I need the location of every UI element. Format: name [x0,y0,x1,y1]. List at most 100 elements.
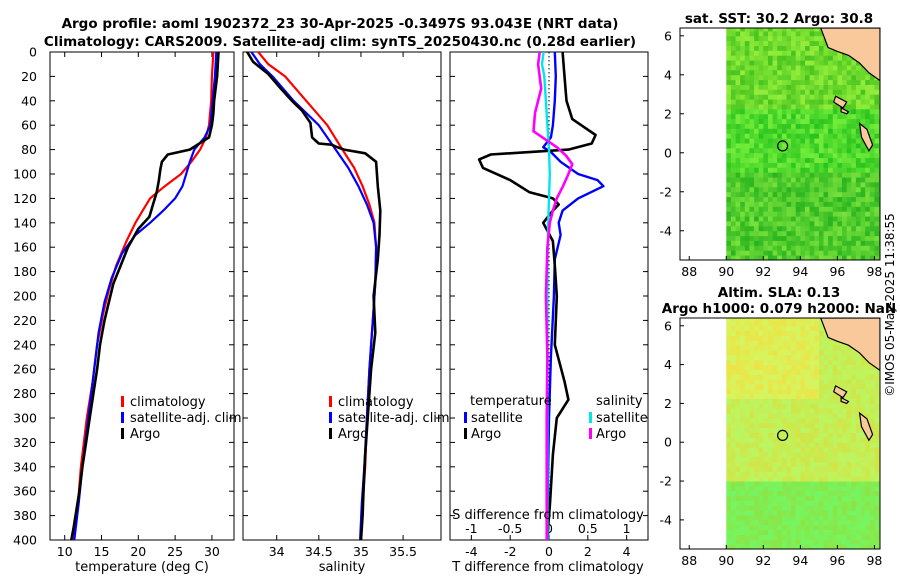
map-cell [814,79,820,85]
map-cell [837,340,843,346]
map-cell [828,398,834,404]
map-cell [832,177,838,183]
copyright-timestamp: ©IMOS 05-May-2025 11:38:55 [883,213,897,397]
map-cell [809,74,815,81]
map-cell [851,147,857,154]
map-cell [851,437,857,443]
map-cell [809,481,815,487]
map-cell [814,364,820,370]
map-cell [828,340,834,346]
map-cell [786,330,792,336]
map-cell [791,422,797,429]
map-cell [763,515,769,521]
map-cell [846,369,852,375]
map-cell [874,529,880,535]
map-cell [800,320,806,327]
map-cell [735,28,741,32]
map-cell [823,225,829,232]
map-cell [818,330,824,336]
map-cell [809,123,815,129]
map-cell [763,79,769,85]
map-cell [860,84,866,90]
map-cell [749,318,755,322]
map-cell [805,340,810,346]
map-cell [758,485,764,492]
map-cell [795,369,801,375]
map-cell [777,152,783,159]
map-cell [842,451,847,458]
map-cell [809,89,815,95]
map-cell [726,437,732,443]
map-cell [837,60,843,66]
map-cell [860,374,866,380]
map-cell [726,152,732,159]
map-cell [781,456,787,463]
map-cell [795,89,801,95]
map-cell [809,379,815,385]
map-cell [814,456,820,463]
map-cell [805,544,810,549]
map-cell [726,413,732,419]
map-cell [869,162,875,168]
map-cell [823,427,829,433]
map-cell [763,354,769,361]
map-cell [855,539,861,545]
map-cell [818,147,824,154]
map-cell [865,398,871,404]
map-cell [860,65,866,71]
map-cell [744,364,750,370]
map-cell [814,128,820,134]
map-cell [781,350,787,356]
map-cell [832,437,838,443]
map-cell [740,393,746,399]
map-cell [855,369,861,375]
map-cell [805,182,810,188]
map-cell [768,320,773,327]
map-cell [823,340,829,346]
map-cell [837,50,843,56]
map-cell [814,108,820,115]
map-cell [726,250,732,256]
map-cell [744,515,750,521]
map-cell [869,245,875,251]
map-cell [740,529,746,535]
map-cell [800,359,806,365]
map-cell [749,500,755,506]
map-cell [726,113,732,120]
map-cell [823,45,829,51]
map-cell [805,133,810,139]
map-cell [851,191,857,198]
map-cell [814,432,820,438]
map-cell [744,451,750,458]
map-cell [781,544,787,549]
map-cell [818,476,824,482]
map-cell [781,364,787,370]
map-cell [842,240,847,246]
map-cell [851,235,857,241]
map-cell [800,240,806,246]
map-cell [777,143,783,149]
map-cell [809,456,815,463]
map-cell [818,191,824,198]
map-cell [814,413,820,419]
map-cell [754,481,760,487]
map-cell [809,515,815,521]
map-cell [740,94,746,100]
map-cell [823,167,829,173]
map-cell [855,79,861,85]
map-cell [837,461,843,467]
map-cell [795,451,801,458]
map-cell [772,451,778,458]
map-cell [805,451,810,458]
map-cell [749,451,755,458]
map-cell [837,442,843,448]
map-cell [832,345,838,351]
map-cell [795,28,801,32]
map-cell [795,162,801,168]
map-cell [763,379,769,385]
map-cell [754,364,760,370]
map-cell [851,157,857,163]
map-cell [846,206,852,212]
map-cell [814,437,820,443]
map-cell [832,89,838,95]
